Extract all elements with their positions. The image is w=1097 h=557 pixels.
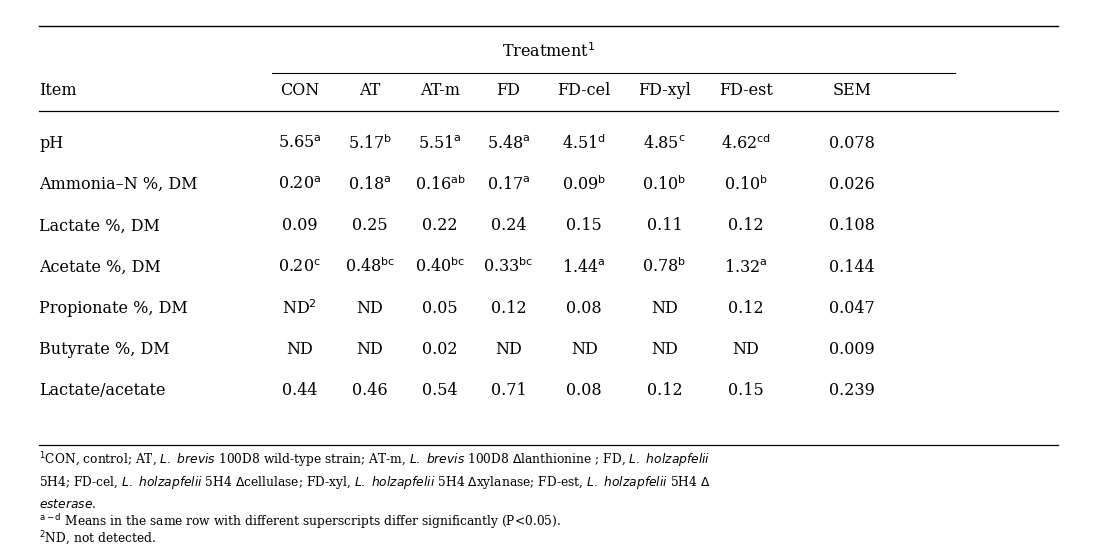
Text: 0.10$^{\rm b}$: 0.10$^{\rm b}$ <box>642 175 687 194</box>
Text: Lactate %, DM: Lactate %, DM <box>39 217 160 234</box>
Text: 0.12: 0.12 <box>646 382 682 399</box>
Text: Acetate %, DM: Acetate %, DM <box>39 258 161 276</box>
Text: AT-m: AT-m <box>420 82 460 99</box>
Text: FD-xyl: FD-xyl <box>638 82 691 99</box>
Text: ND: ND <box>651 300 678 317</box>
Text: 0.15: 0.15 <box>566 217 602 234</box>
Text: 0.05: 0.05 <box>422 300 459 317</box>
Text: $^{\rm a-d}$ Means in the same row with different superscripts differ significan: $^{\rm a-d}$ Means in the same row with … <box>39 512 562 531</box>
Text: Butyrate %, DM: Butyrate %, DM <box>39 341 170 358</box>
Text: 0.10$^{\rm b}$: 0.10$^{\rm b}$ <box>724 175 768 194</box>
Text: ND: ND <box>570 341 598 358</box>
Text: 0.12: 0.12 <box>727 300 764 317</box>
Text: 0.144: 0.144 <box>829 258 874 276</box>
Text: 4.62$^{\rm cd}$: 4.62$^{\rm cd}$ <box>721 134 771 153</box>
Text: ND: ND <box>651 341 678 358</box>
Text: 0.25: 0.25 <box>352 217 387 234</box>
Text: 0.108: 0.108 <box>829 217 874 234</box>
Text: 0.047: 0.047 <box>829 300 874 317</box>
Text: 0.02: 0.02 <box>422 341 457 358</box>
Text: pH: pH <box>39 135 64 152</box>
Text: 0.22: 0.22 <box>422 217 457 234</box>
Text: 0.16$^{\rm ab}$: 0.16$^{\rm ab}$ <box>415 175 466 194</box>
Text: Ammonia–N %, DM: Ammonia–N %, DM <box>39 176 197 193</box>
Text: 0.33$^{\rm bc}$: 0.33$^{\rm bc}$ <box>484 258 533 276</box>
Text: 5.65$^{\rm a}$: 5.65$^{\rm a}$ <box>278 135 321 152</box>
Text: $^1$CON, control; AT, $\mathit{L.\ brevis}$ 100D8 wild-type strain; AT-m, $\math: $^1$CON, control; AT, $\mathit{L.\ brevi… <box>39 451 711 470</box>
Text: Treatment$^1$: Treatment$^1$ <box>501 42 596 61</box>
Text: 0.24: 0.24 <box>490 217 527 234</box>
Text: 0.11: 0.11 <box>646 217 682 234</box>
Text: $^2$ND, not detected.: $^2$ND, not detected. <box>39 530 157 548</box>
Text: 0.026: 0.026 <box>829 176 874 193</box>
Text: 0.12: 0.12 <box>727 217 764 234</box>
Text: 0.09: 0.09 <box>282 217 317 234</box>
Text: 0.08: 0.08 <box>566 382 602 399</box>
Text: 5H4; FD-cel, $\mathit{L.\ holzapfelii}$ 5H4 $\Delta$cellulase; FD-xyl, $\mathit{: 5H4; FD-cel, $\mathit{L.\ holzapfelii}$ … <box>39 474 711 491</box>
Text: SEM: SEM <box>833 82 871 99</box>
Text: ND: ND <box>357 341 383 358</box>
Text: AT: AT <box>359 82 381 99</box>
Text: FD-cel: FD-cel <box>557 82 611 99</box>
Text: ND$^{\rm 2}$: ND$^{\rm 2}$ <box>282 299 317 317</box>
Text: $\mathit{esterase}$.: $\mathit{esterase}$. <box>39 498 97 511</box>
Text: 0.48$^{\rm bc}$: 0.48$^{\rm bc}$ <box>344 258 395 276</box>
Text: ND: ND <box>357 300 383 317</box>
Text: 0.009: 0.009 <box>829 341 874 358</box>
Text: 0.17$^{\rm a}$: 0.17$^{\rm a}$ <box>487 176 530 193</box>
Text: Lactate/acetate: Lactate/acetate <box>39 382 166 399</box>
Text: 0.12: 0.12 <box>490 300 527 317</box>
Text: 1.32$^{\rm a}$: 1.32$^{\rm a}$ <box>724 258 768 276</box>
Text: 4.51$^{\rm d}$: 4.51$^{\rm d}$ <box>563 134 607 153</box>
Text: 5.48$^{\rm a}$: 5.48$^{\rm a}$ <box>487 135 530 152</box>
Text: 0.78$^{\rm b}$: 0.78$^{\rm b}$ <box>642 258 687 276</box>
Text: FD: FD <box>497 82 520 99</box>
Text: Propionate %, DM: Propionate %, DM <box>39 300 189 317</box>
Text: 0.078: 0.078 <box>829 135 874 152</box>
Text: 5.17$^{\rm b}$: 5.17$^{\rm b}$ <box>348 134 392 153</box>
Text: FD-est: FD-est <box>719 82 772 99</box>
Text: CON: CON <box>280 82 319 99</box>
Text: 0.15: 0.15 <box>727 382 764 399</box>
Text: 0.20$^{\rm a}$: 0.20$^{\rm a}$ <box>278 176 321 193</box>
Text: 0.46: 0.46 <box>352 382 387 399</box>
Text: 4.85$^{\rm c}$: 4.85$^{\rm c}$ <box>643 135 686 152</box>
Text: 0.09$^{\rm b}$: 0.09$^{\rm b}$ <box>562 175 607 194</box>
Text: 0.54: 0.54 <box>422 382 459 399</box>
Text: 5.51$^{\rm a}$: 5.51$^{\rm a}$ <box>418 135 462 152</box>
Text: 0.40$^{\rm bc}$: 0.40$^{\rm bc}$ <box>415 258 465 276</box>
Text: 0.71: 0.71 <box>490 382 527 399</box>
Text: 0.20$^{\rm c}$: 0.20$^{\rm c}$ <box>278 258 320 276</box>
Text: ND: ND <box>733 341 759 358</box>
Text: 0.239: 0.239 <box>829 382 874 399</box>
Text: 0.44: 0.44 <box>282 382 317 399</box>
Text: Item: Item <box>39 82 77 99</box>
Text: ND: ND <box>495 341 522 358</box>
Text: 1.44$^{\rm a}$: 1.44$^{\rm a}$ <box>563 258 606 276</box>
Text: ND: ND <box>286 341 313 358</box>
Text: 0.08: 0.08 <box>566 300 602 317</box>
Text: 0.18$^{\rm a}$: 0.18$^{\rm a}$ <box>348 176 392 193</box>
